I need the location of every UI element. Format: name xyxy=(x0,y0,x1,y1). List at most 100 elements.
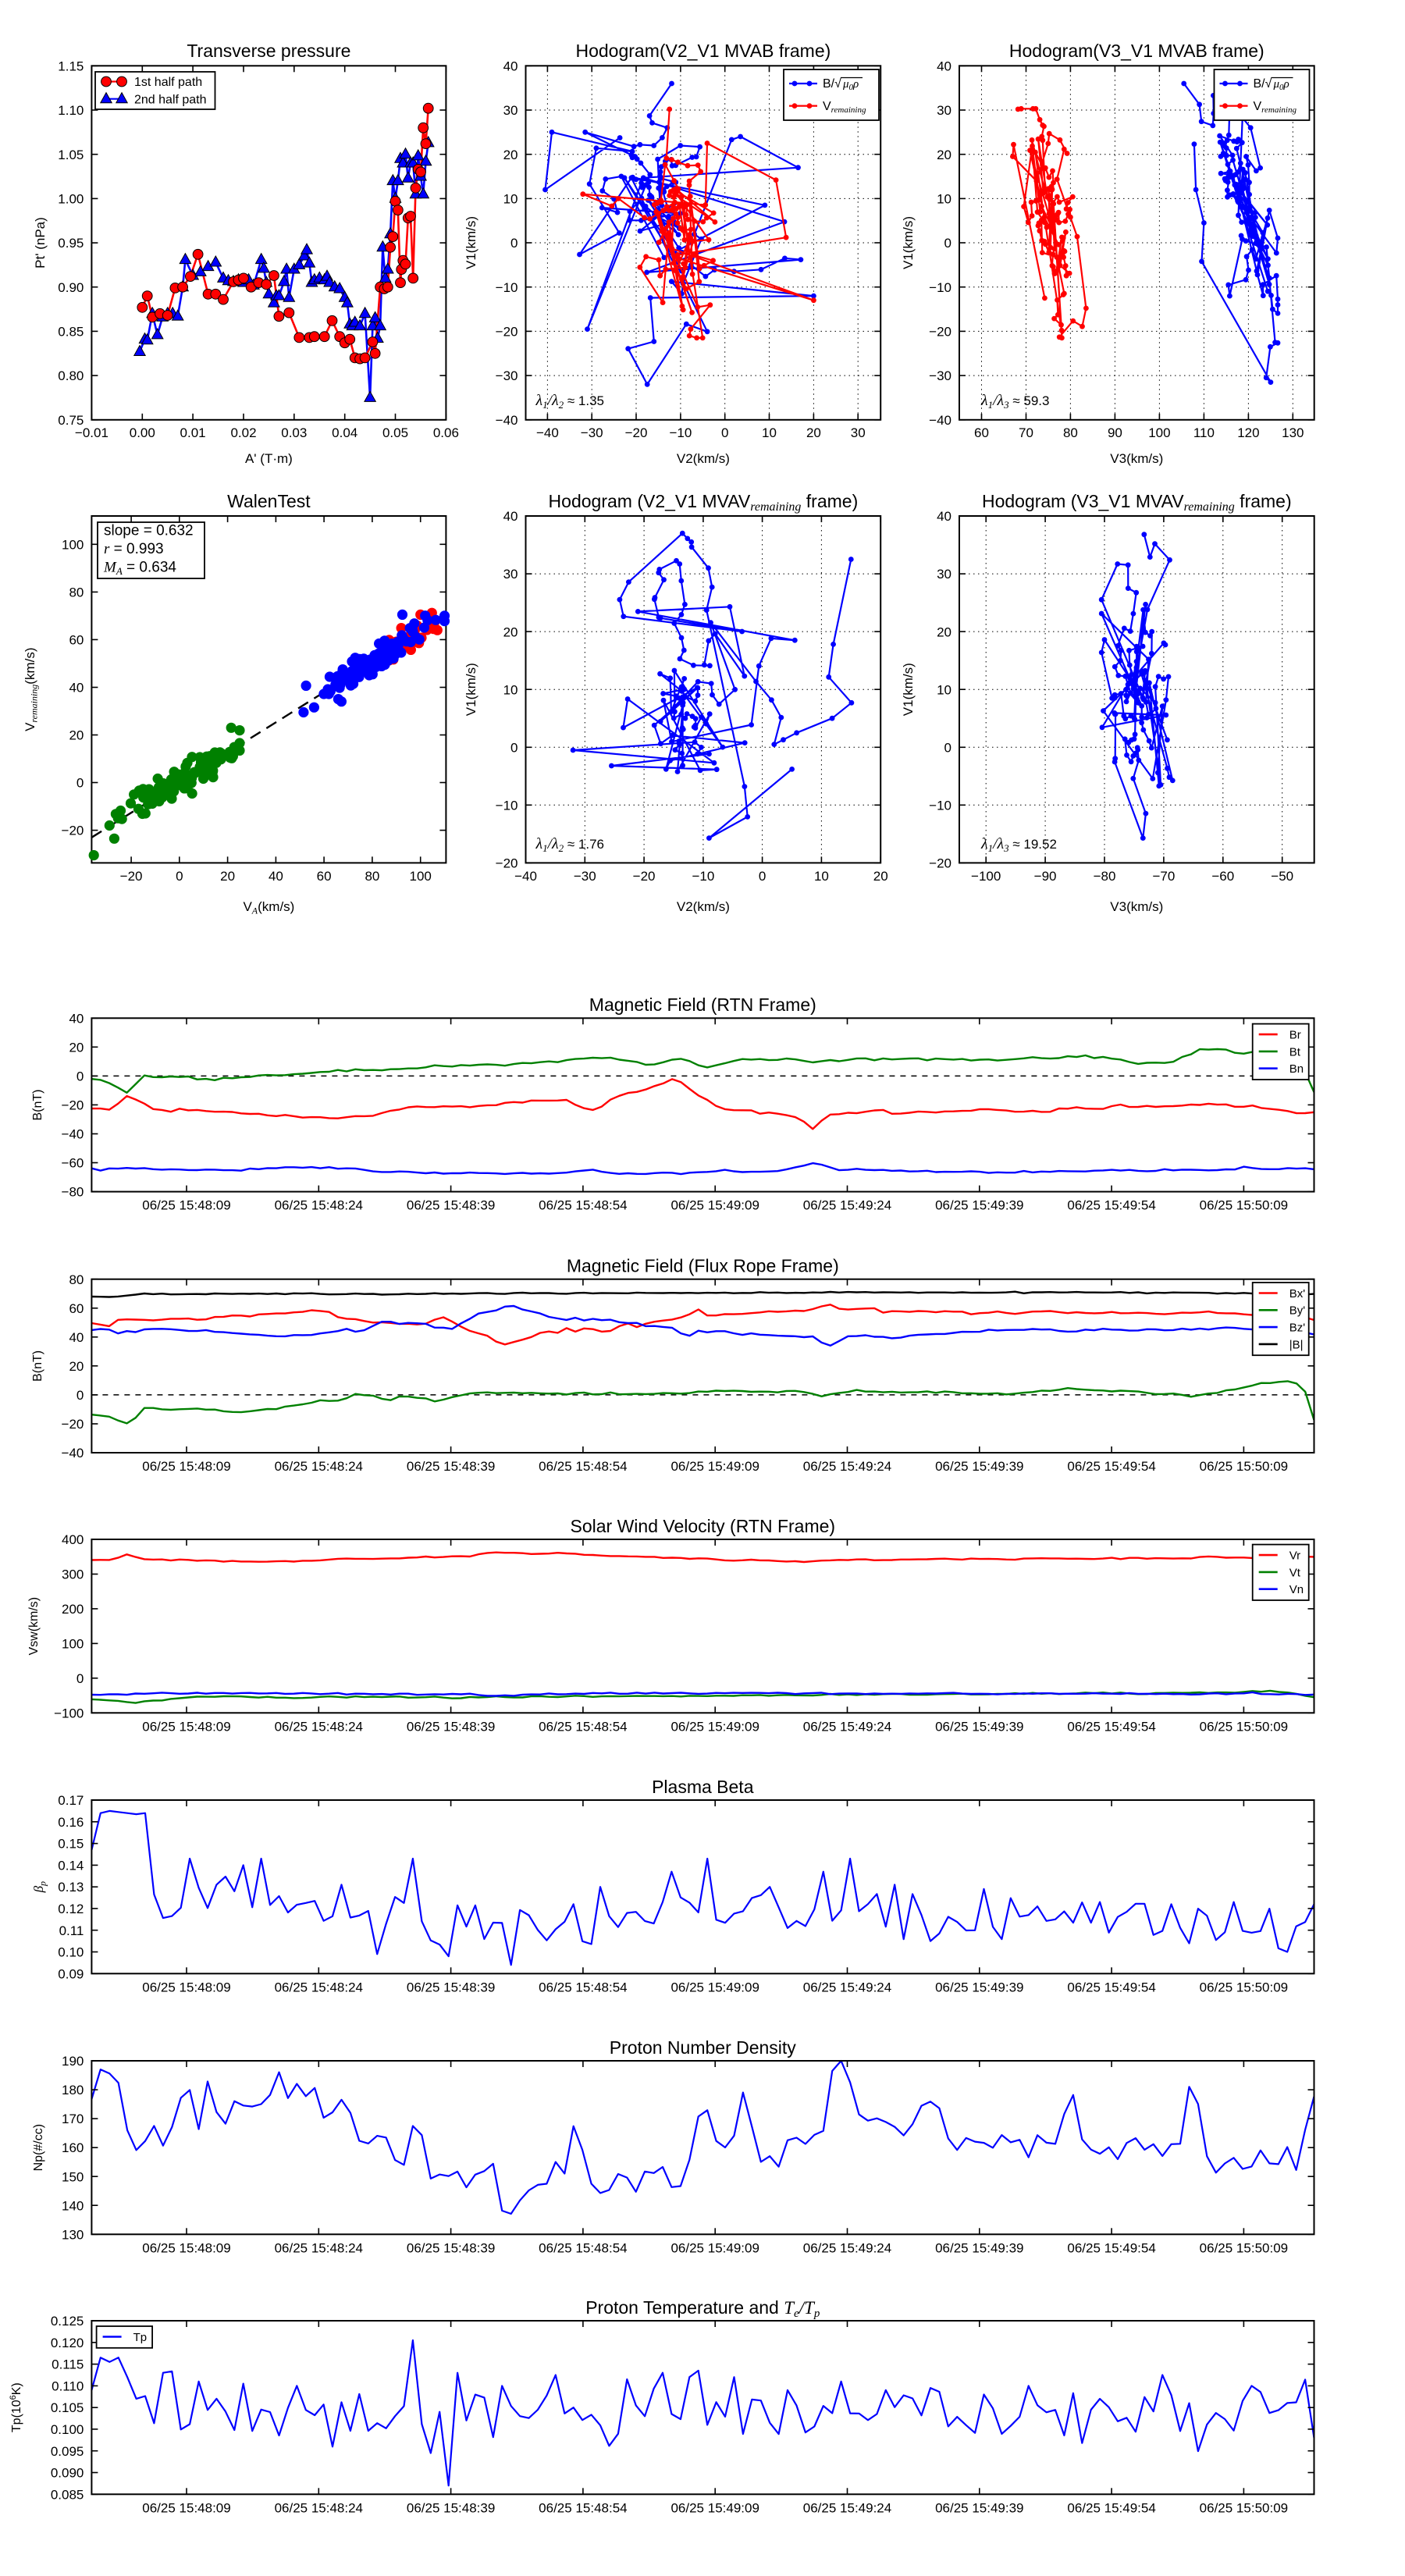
svg-text:06/25 15:49:54: 06/25 15:49:54 xyxy=(1067,1459,1155,1474)
svg-text:VA(km/s): VA(km/s) xyxy=(243,899,294,916)
svg-text:130: 130 xyxy=(62,2227,84,2242)
svg-text:10: 10 xyxy=(937,682,951,697)
svg-text:160: 160 xyxy=(62,2140,84,2155)
svg-text:80: 80 xyxy=(365,869,379,884)
svg-text:0.090: 0.090 xyxy=(51,2466,84,2481)
svg-text:−100: −100 xyxy=(54,1706,84,1720)
svg-text:0.115: 0.115 xyxy=(52,2357,84,2372)
svg-text:μ0ρ: μ0ρ xyxy=(842,78,859,92)
svg-text:V1(km/s): V1(km/s) xyxy=(464,216,478,269)
svg-text:0: 0 xyxy=(721,425,728,440)
svg-text:Vt: Vt xyxy=(1289,1566,1301,1579)
svg-text:0.13: 0.13 xyxy=(58,1880,84,1895)
svg-text:0: 0 xyxy=(510,740,518,755)
svg-text:λ1/λ2 ≈ 1.76: λ1/λ2 ≈ 1.76 xyxy=(535,835,605,854)
svg-text:0.90: 0.90 xyxy=(58,280,84,295)
svg-text:06/25 15:48:09: 06/25 15:48:09 xyxy=(142,1719,230,1734)
svg-text:λ1/λ2 ≈ 1.35: λ1/λ2 ≈ 1.35 xyxy=(535,392,605,411)
svg-text:0.06: 0.06 xyxy=(433,425,459,440)
svg-text:0: 0 xyxy=(76,1671,84,1686)
svg-text:−70: −70 xyxy=(1152,869,1175,884)
svg-text:80: 80 xyxy=(1063,425,1078,440)
svg-text:Hodogram (V2_V1 MVAVremaining: Hodogram (V2_V1 MVAVremaining frame) xyxy=(549,491,859,514)
svg-text:Vremaining(km/s): Vremaining(km/s) xyxy=(23,647,40,731)
svg-text:06/25 15:49:09: 06/25 15:49:09 xyxy=(670,1719,759,1734)
svg-text:06/25 15:48:09: 06/25 15:48:09 xyxy=(142,2240,230,2255)
svg-text:06/25 15:48:39: 06/25 15:48:39 xyxy=(407,1980,495,1994)
svg-text:By': By' xyxy=(1289,1304,1306,1318)
svg-text:−20: −20 xyxy=(62,1098,84,1113)
svg-text:−50: −50 xyxy=(1271,869,1293,884)
svg-text:06/25 15:49:39: 06/25 15:49:39 xyxy=(935,2240,1023,2255)
svg-text:06/25 15:48:54: 06/25 15:48:54 xyxy=(539,1719,627,1734)
svg-text:10: 10 xyxy=(814,869,829,884)
svg-text:Hodogram (V3_V1 MVAVremaining: Hodogram (V3_V1 MVAVremaining frame) xyxy=(982,491,1292,514)
svg-text:60: 60 xyxy=(974,425,989,440)
svg-text:Plasma Beta: Plasma Beta xyxy=(652,1777,754,1797)
svg-text:06/25 15:48:09: 06/25 15:48:09 xyxy=(142,1459,230,1474)
svg-text:110: 110 xyxy=(1193,425,1215,440)
svg-text:0: 0 xyxy=(176,869,183,884)
svg-text:Bt: Bt xyxy=(1289,1045,1301,1059)
svg-text:06/25 15:50:09: 06/25 15:50:09 xyxy=(1200,1198,1288,1213)
svg-text:B(nT): B(nT) xyxy=(31,1090,44,1121)
svg-text:06/25 15:48:09: 06/25 15:48:09 xyxy=(142,2500,230,2515)
svg-text:06/25 15:49:24: 06/25 15:49:24 xyxy=(803,1198,891,1213)
svg-text:V2(km/s): V2(km/s) xyxy=(677,899,730,914)
svg-text:20: 20 xyxy=(69,728,84,743)
svg-text:06/25 15:49:39: 06/25 15:49:39 xyxy=(935,1980,1023,1994)
svg-text:40: 40 xyxy=(269,869,283,884)
svg-text:06/25 15:48:24: 06/25 15:48:24 xyxy=(275,2500,363,2515)
svg-text:06/25 15:49:24: 06/25 15:49:24 xyxy=(803,2500,891,2515)
svg-text:06/25 15:48:24: 06/25 15:48:24 xyxy=(275,1459,363,1474)
svg-text:V1(km/s): V1(km/s) xyxy=(901,216,916,269)
svg-text:−20: −20 xyxy=(120,869,143,884)
svg-text:06/25 15:48:39: 06/25 15:48:39 xyxy=(407,2500,495,2515)
svg-text:0.11: 0.11 xyxy=(59,1923,84,1938)
svg-text:−40: −40 xyxy=(62,1446,84,1461)
svg-text:−20: −20 xyxy=(496,856,518,871)
svg-text:80: 80 xyxy=(69,1272,84,1287)
svg-text:06/25 15:48:54: 06/25 15:48:54 xyxy=(539,1198,627,1213)
svg-text:06/25 15:49:09: 06/25 15:49:09 xyxy=(670,2500,759,2515)
svg-text:Hodogram(V2_V1 MVAB frame): Hodogram(V2_V1 MVAB frame) xyxy=(575,41,831,61)
svg-text:−80: −80 xyxy=(1094,869,1116,884)
svg-text:06/25 15:50:09: 06/25 15:50:09 xyxy=(1200,1719,1288,1734)
svg-text:06/25 15:49:39: 06/25 15:49:39 xyxy=(935,1198,1023,1213)
svg-text:06/25 15:49:24: 06/25 15:49:24 xyxy=(803,2240,891,2255)
svg-text:06/25 15:48:54: 06/25 15:48:54 xyxy=(539,2240,627,2255)
svg-text:40: 40 xyxy=(69,681,84,696)
svg-text:06/25 15:48:24: 06/25 15:48:24 xyxy=(275,1198,363,1213)
svg-text:06/25 15:48:39: 06/25 15:48:39 xyxy=(407,1459,495,1474)
svg-text:−20: −20 xyxy=(496,325,518,340)
svg-text:06/25 15:50:09: 06/25 15:50:09 xyxy=(1200,2240,1288,2255)
svg-text:30: 30 xyxy=(503,103,518,118)
svg-text:20: 20 xyxy=(503,624,518,639)
svg-text:06/25 15:48:24: 06/25 15:48:24 xyxy=(275,1719,363,1734)
svg-text:0.05: 0.05 xyxy=(382,425,408,440)
svg-text:60: 60 xyxy=(317,869,332,884)
svg-text:Br: Br xyxy=(1289,1029,1301,1042)
svg-text:−30: −30 xyxy=(581,425,603,440)
svg-text:06/25 15:49:09: 06/25 15:49:09 xyxy=(670,1459,759,1474)
svg-text:Bz': Bz' xyxy=(1289,1322,1306,1335)
svg-text:200: 200 xyxy=(62,1602,84,1617)
svg-text:V1(km/s): V1(km/s) xyxy=(464,663,478,716)
svg-text:90: 90 xyxy=(1108,425,1122,440)
svg-text:Transverse pressure: Transverse pressure xyxy=(187,41,350,61)
svg-text:0.00: 0.00 xyxy=(130,425,155,440)
svg-text:06/25 15:49:54: 06/25 15:49:54 xyxy=(1067,2240,1155,2255)
svg-text:06/25 15:50:09: 06/25 15:50:09 xyxy=(1200,1980,1288,1994)
svg-text:0.80: 0.80 xyxy=(58,368,84,383)
svg-text:−30: −30 xyxy=(496,368,518,383)
svg-text:40: 40 xyxy=(69,1330,84,1345)
svg-text:06/25 15:49:54: 06/25 15:49:54 xyxy=(1067,1198,1155,1213)
svg-text:06/25 15:49:24: 06/25 15:49:24 xyxy=(803,1459,891,1474)
svg-text:−40: −40 xyxy=(62,1127,84,1142)
svg-text:0.105: 0.105 xyxy=(51,2400,84,2415)
svg-text:0.17: 0.17 xyxy=(58,1793,84,1808)
svg-text:−20: −20 xyxy=(929,856,951,871)
svg-text:−100: −100 xyxy=(971,869,1001,884)
svg-text:40: 40 xyxy=(937,59,951,73)
svg-text:170: 170 xyxy=(62,2112,84,2126)
